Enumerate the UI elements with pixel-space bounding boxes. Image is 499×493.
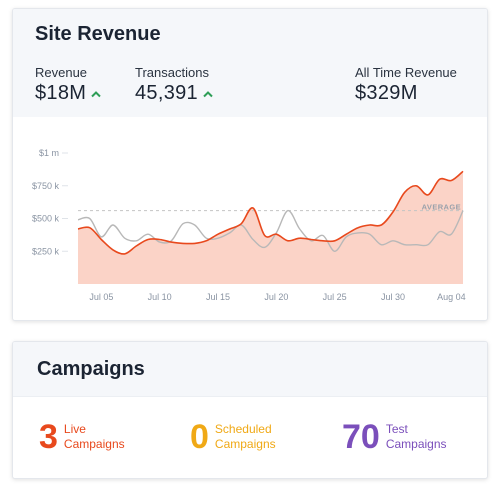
revenue-header: Site Revenue Revenue $18M Transactions 4… <box>13 9 487 117</box>
revenue-chart-svg: $1 m $750 k $500 k $250 k Jul 05 Jul 10 Jul 15… <box>32 148 466 302</box>
live-campaigns-stat[interactable]: 3 Live Campaigns <box>39 420 125 454</box>
up-arrow-icon <box>203 90 213 97</box>
stat-count: 70 <box>342 418 380 456</box>
x-tick-label: Jul 10 <box>148 292 172 302</box>
stat-label: Scheduled Campaigns <box>215 422 276 452</box>
y-tick-label: $1 m <box>39 148 59 158</box>
scheduled-campaigns-stat[interactable]: 0 Scheduled Campaigns <box>190 420 276 454</box>
up-arrow-icon <box>91 90 101 97</box>
metric-label: All Time Revenue <box>355 65 457 80</box>
card-title: Campaigns <box>37 358 145 380</box>
x-tick-label: Jul 20 <box>264 292 288 302</box>
metric-value: 45,391 <box>135 82 198 104</box>
revenue-metric: Revenue $18M <box>35 65 101 105</box>
stat-label-line: Live <box>63 422 86 436</box>
site-revenue-card: Site Revenue Revenue $18M Transactions 4… <box>12 8 488 321</box>
stat-label: Test Campaigns <box>386 422 447 452</box>
x-tick-label: Jul 25 <box>323 292 347 302</box>
x-tick-label: Jul 15 <box>206 292 230 302</box>
all-time-revenue-metric: All Time Revenue $329M <box>355 65 457 105</box>
revenue-series-line <box>77 170 464 255</box>
card-title: Site Revenue <box>35 23 161 45</box>
test-campaigns-stat[interactable]: 70 Test Campaigns <box>342 420 447 454</box>
revenue-chart: $1 m $750 k $500 k $250 k Jul 05 Jul 10 Jul 15… <box>13 117 487 320</box>
campaigns-card: Campaigns 3 Live Campaigns 0 Scheduled C… <box>12 341 488 479</box>
metric-label: Revenue <box>35 65 88 80</box>
y-tick-label: $750 k <box>32 181 60 191</box>
stat-label-line: Campaigns <box>214 437 276 451</box>
comparison-series-line <box>77 209 464 252</box>
metric-label: Transactions <box>135 65 209 80</box>
stat-label-line: Campaigns <box>63 437 125 451</box>
stat-count: 0 <box>190 418 209 456</box>
x-tick-label: Jul 05 <box>89 292 113 302</box>
revenue-area <box>78 171 463 284</box>
y-tick-label: $500 k <box>32 214 60 224</box>
y-tick-label: $250 k <box>32 246 60 256</box>
metric-value: $329M <box>355 82 418 104</box>
average-label: AVERAGE <box>422 203 461 212</box>
x-tick-label: Aug 04 <box>437 292 466 302</box>
stat-count: 3 <box>39 418 58 456</box>
stat-label-line: Test <box>385 422 408 436</box>
metric-value-row: $18M <box>35 82 101 105</box>
campaigns-header: Campaigns <box>13 342 487 397</box>
metric-value-row: 45,391 <box>135 82 213 105</box>
transactions-metric: Transactions 45,391 <box>135 65 213 105</box>
x-tick-label: Jul 30 <box>381 292 405 302</box>
stat-label-line: Scheduled <box>214 422 272 436</box>
stat-label: Live Campaigns <box>64 422 125 452</box>
metric-value-row: $329M <box>355 82 457 105</box>
stat-label-line: Campaigns <box>385 437 447 451</box>
metric-value: $18M <box>35 82 87 104</box>
